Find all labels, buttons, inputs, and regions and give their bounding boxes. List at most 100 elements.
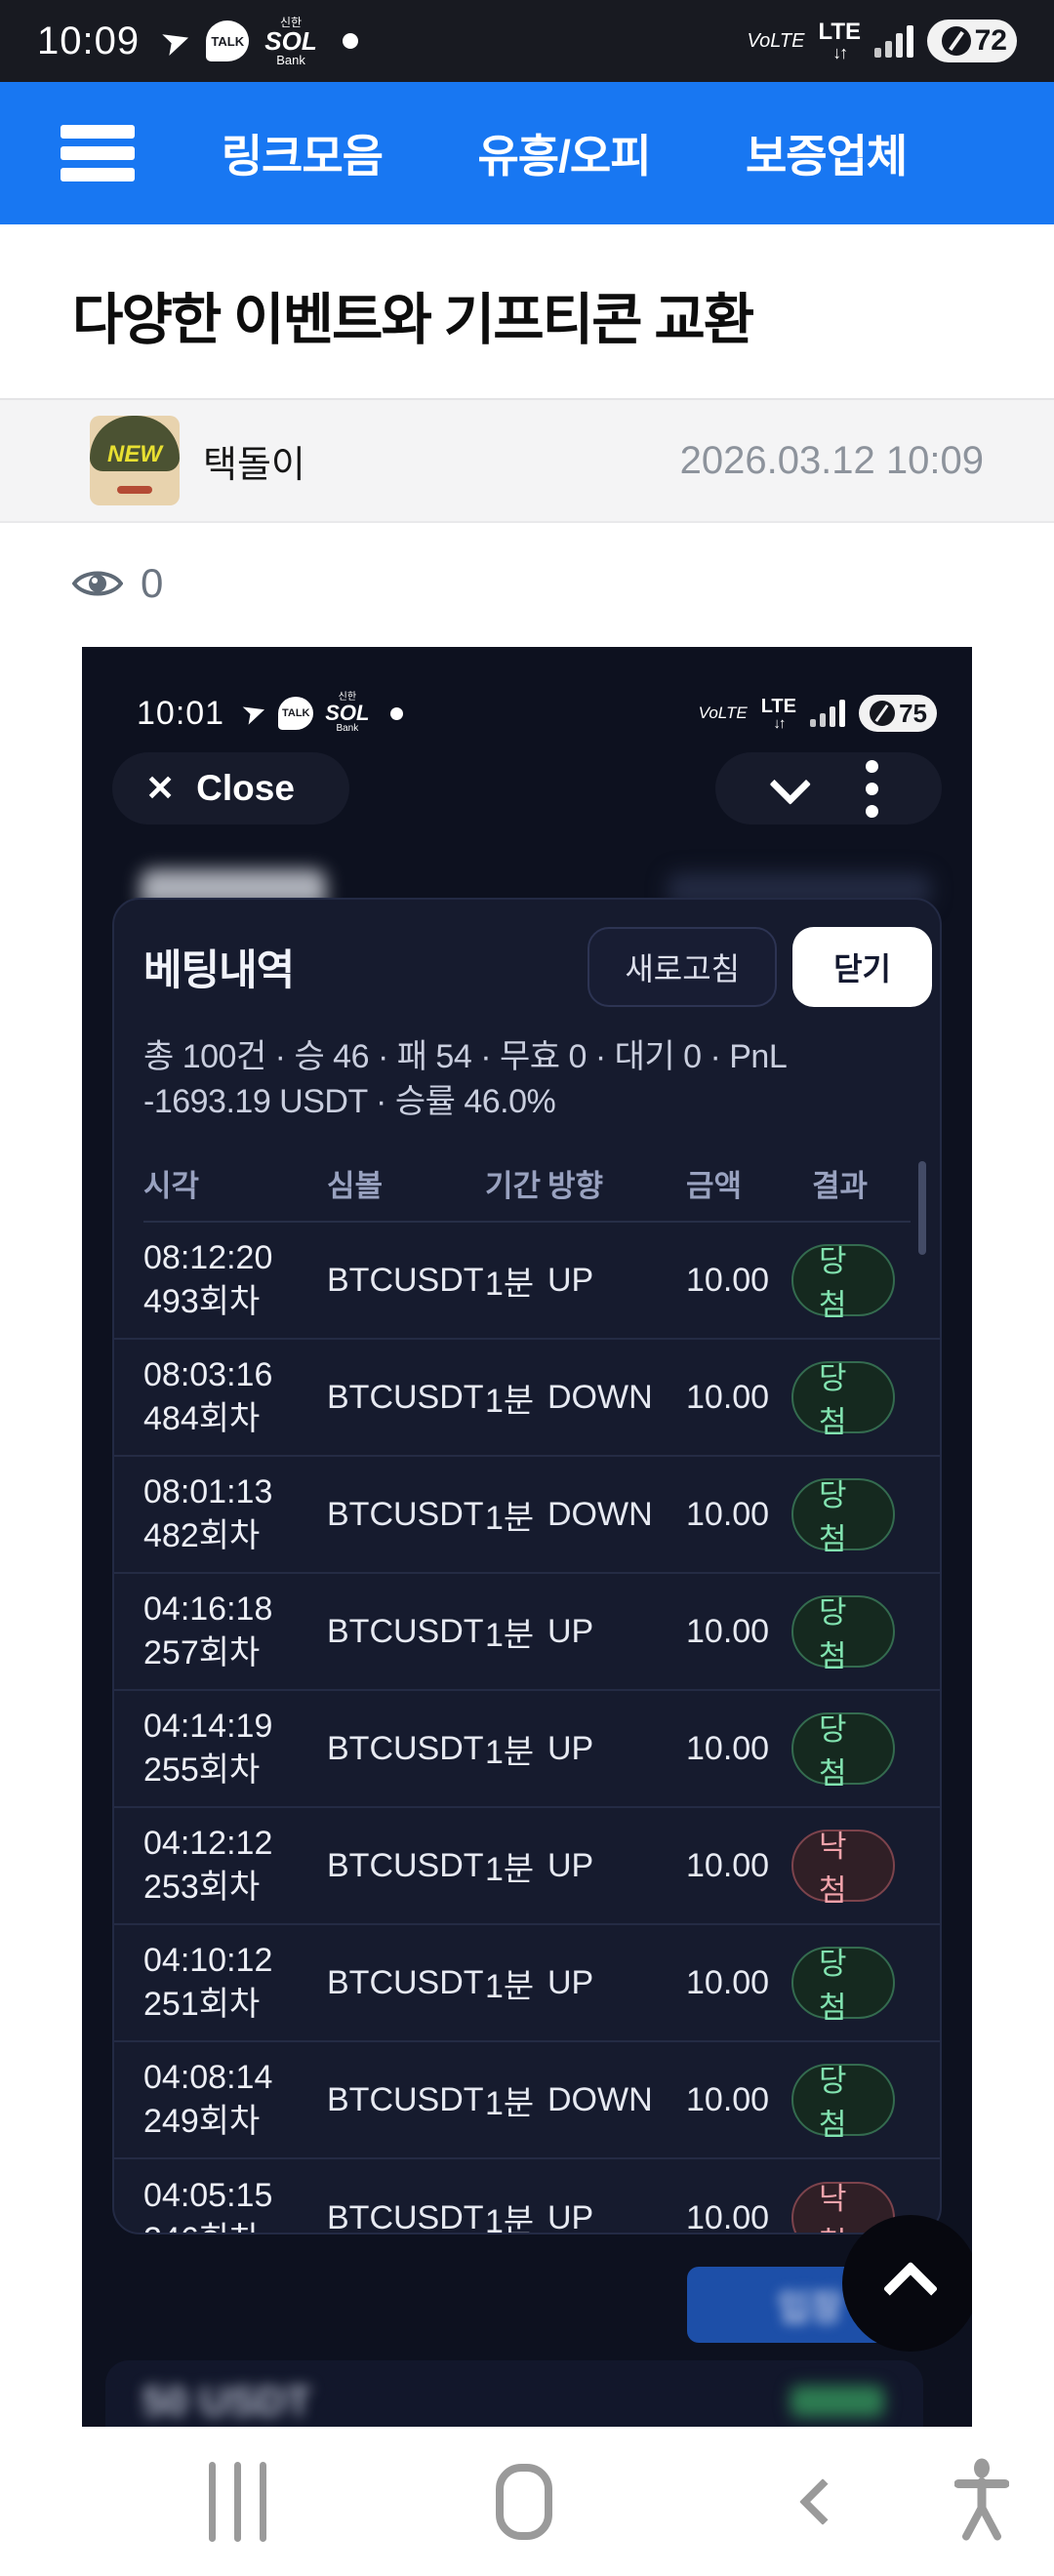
back-button[interactable] bbox=[798, 2477, 847, 2525]
webview-toolbar: ✕ Close bbox=[112, 752, 942, 825]
android-navbar bbox=[0, 2427, 1054, 2576]
table-row: 04:10:12 251회차 BTCUSDT 1분 UP 10.00 당첨 bbox=[114, 1925, 940, 2042]
cell-period: 1분 bbox=[485, 1265, 535, 1303]
result-badge: 당첨 bbox=[791, 1712, 895, 1791]
menu-icon[interactable] bbox=[61, 125, 135, 181]
table-row: 04:12:12 253회차 BTCUSDT 1분 UP 10.00 낙첨 bbox=[114, 1808, 940, 1925]
blurred-green-badge bbox=[790, 2386, 884, 2417]
battery-icon: 72 bbox=[927, 20, 1017, 62]
post-date: 2026.03.12 10:09 bbox=[679, 438, 984, 482]
kakaotalk-icon: TALK bbox=[278, 697, 314, 730]
cell-direction: DOWN bbox=[547, 1495, 653, 1533]
cell-direction: UP bbox=[547, 1729, 594, 1767]
cell-period: 1분 bbox=[485, 1382, 535, 1420]
battery-saver-icon bbox=[941, 26, 971, 56]
close-button[interactable]: ✕ Close bbox=[112, 752, 349, 825]
cell-symbol: BTCUSDT bbox=[327, 1963, 484, 2001]
cell-time: 08:12:20 493회차 bbox=[143, 1239, 273, 1320]
table-row: 04:05:15246회차 BTCUSDT 1분 UP 10.00 낙첨 bbox=[114, 2159, 940, 2234]
cell-time: 08:01:13 482회차 bbox=[143, 1473, 273, 1554]
cell-direction: UP bbox=[547, 2198, 594, 2234]
embedded-screenshot: 10:01 ➤ TALK 신한 SOL Bank VoLTE LTE ↓↑ 75 ✕ … bbox=[82, 647, 972, 2427]
cell-period: 1분 bbox=[485, 2202, 535, 2234]
cell-period: 1분 bbox=[485, 2084, 535, 2122]
cell-time: 04:14:19 255회차 bbox=[143, 1708, 273, 1789]
cell-symbol: BTCUSDT bbox=[327, 1729, 484, 1767]
page-title: 다양한 이벤트와 기프티콘 교환 bbox=[72, 289, 754, 351]
cell-symbol: BTCUSDT bbox=[327, 2080, 484, 2118]
cell-time: 04:10:12 251회차 bbox=[143, 1942, 273, 2023]
inner-status-bar: 10:01 ➤ TALK 신한 SOL Bank VoLTE LTE ↓↑ 75 bbox=[137, 672, 937, 754]
kakaotalk-icon: TALK bbox=[206, 20, 250, 61]
accessibility-button[interactable] bbox=[953, 2458, 1010, 2545]
recents-button[interactable] bbox=[209, 2461, 266, 2542]
cell-amount: 10.00 bbox=[686, 1495, 770, 1533]
telegram-icon: ➤ bbox=[155, 17, 196, 64]
betting-history-modal: 베팅내역 새로고침 닫기 총 100건 · 승 46 · 패 54 · 무효 0… bbox=[112, 898, 942, 2234]
cell-time: 04:05:15246회차 bbox=[143, 2177, 273, 2233]
cell-direction: DOWN bbox=[547, 2080, 653, 2118]
signal-icon bbox=[810, 700, 845, 727]
modal-title: 베팅내역 bbox=[143, 947, 295, 994]
inner-clock: 10:01 bbox=[137, 694, 225, 732]
new-badge: NEW bbox=[107, 441, 162, 467]
nav-links: 링크모음 유흥/오피 보증업체 bbox=[135, 121, 993, 185]
cell-amount: 10.00 bbox=[686, 1378, 770, 1416]
refresh-button[interactable]: 새로고침 bbox=[588, 927, 778, 1007]
table-row: 04:14:19 255회차 BTCUSDT 1분 UP 10.00 당첨 bbox=[114, 1691, 940, 1808]
sol-bank-icon: 신한 SOL Bank bbox=[264, 15, 317, 67]
cell-amount: 10.00 bbox=[686, 1612, 770, 1650]
scrollbar-thumb[interactable] bbox=[918, 1161, 926, 1255]
result-badge: 당첨 bbox=[791, 1244, 895, 1322]
modal-header: 베팅내역 새로고침 닫기 bbox=[114, 900, 940, 1007]
cell-symbol: BTCUSDT bbox=[327, 1846, 484, 1884]
webview-actions bbox=[715, 752, 942, 825]
header-divider bbox=[143, 1221, 911, 1223]
telegram-icon: ➤ bbox=[237, 693, 271, 733]
volte-icon: VoLTE bbox=[747, 29, 805, 52]
scroll-to-top-button[interactable] bbox=[842, 2215, 972, 2352]
table-header: 시각 심볼 기간 방향 금액 결과 bbox=[114, 1161, 940, 1205]
author-name: 택돌이 bbox=[203, 444, 305, 486]
helmet-icon bbox=[90, 416, 180, 472]
notification-icons: ➤ TALK 신한 SOL Bank bbox=[155, 15, 358, 67]
cell-amount: 10.00 bbox=[686, 1261, 770, 1299]
lte-icon: LTE ↓↑ bbox=[818, 19, 861, 62]
chevron-down-icon[interactable] bbox=[769, 763, 811, 805]
status-bar: 10:09 ➤ TALK 신한 SOL Bank VoLTE LTE ↓↑ 72 bbox=[0, 0, 1054, 82]
result-badge: 당첨 bbox=[791, 1478, 895, 1556]
sol-bank-icon: 신한 SOL Bank bbox=[325, 692, 370, 734]
avatar: NEW bbox=[90, 416, 180, 505]
table-row: 04:16:18 257회차 BTCUSDT 1분 UP 10.00 당첨 bbox=[114, 1574, 940, 1691]
nav-item-links[interactable]: 링크모음 bbox=[221, 131, 384, 181]
more-options-icon[interactable] bbox=[865, 759, 878, 818]
cell-direction: UP bbox=[547, 1261, 594, 1299]
table-row: 08:01:13 482회차 BTCUSDT 1분 DOWN 10.00 당첨 bbox=[114, 1457, 940, 1574]
volte-icon: VoLTE bbox=[698, 704, 748, 722]
cell-amount: 10.00 bbox=[686, 2198, 770, 2234]
cell-amount: 10.00 bbox=[686, 2080, 770, 2118]
blurred-bottom-card: 50 USDT bbox=[105, 2360, 923, 2427]
cell-direction: DOWN bbox=[547, 1378, 653, 1416]
result-badge: 당첨 bbox=[791, 1361, 895, 1439]
nav-item-guarantee[interactable]: 보증업체 bbox=[745, 131, 908, 181]
cell-period: 1분 bbox=[485, 1967, 535, 2005]
home-button[interactable] bbox=[496, 2463, 552, 2540]
cell-direction: UP bbox=[547, 1612, 594, 1650]
col-period: 기간 bbox=[485, 1169, 542, 1203]
col-time: 시각 bbox=[143, 1169, 200, 1203]
modal-close-button[interactable]: 닫기 bbox=[792, 927, 932, 1007]
cell-direction: UP bbox=[547, 1963, 594, 2001]
cell-amount: 10.00 bbox=[686, 1846, 770, 1884]
battery-icon: 75 bbox=[859, 695, 937, 732]
cell-symbol: BTCUSDT bbox=[327, 1612, 484, 1650]
cell-amount: 10.00 bbox=[686, 1729, 770, 1767]
clock: 10:09 bbox=[37, 19, 141, 62]
result-badge: 당첨 bbox=[791, 2064, 895, 2142]
signal-icon bbox=[874, 24, 913, 58]
top-navbar: 링크모음 유흥/오피 보증업체 bbox=[0, 82, 1054, 224]
nav-item-entertainment[interactable]: 유흥/오피 bbox=[477, 131, 651, 181]
result-badge: 낙첨 bbox=[791, 1830, 895, 1908]
cell-symbol: BTCUSDT bbox=[327, 1378, 484, 1416]
